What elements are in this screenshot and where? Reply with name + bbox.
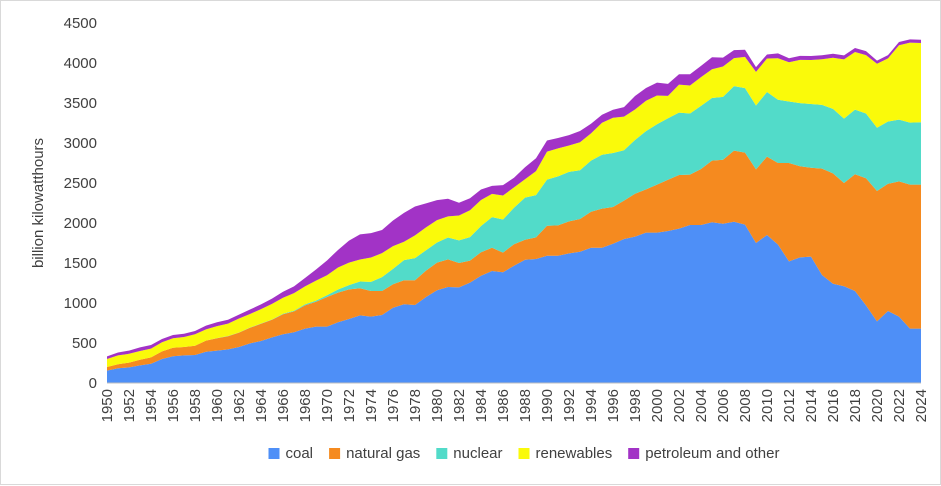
area-natural-gas	[107, 150, 921, 371]
area-petroleum-and-other	[107, 39, 921, 360]
y-axis-label: billion kilowatthours	[30, 138, 47, 268]
x-tick-label: 1962	[231, 389, 248, 422]
x-tick-label: 1950	[99, 389, 116, 422]
x-tick-label: 1976	[385, 389, 402, 422]
y-tick-label: 2000	[64, 215, 97, 232]
x-tick-label: 2024	[913, 389, 930, 422]
area-renewables	[107, 42, 921, 367]
legend: coal natural gas nuclear renewables petroleu…	[268, 445, 779, 462]
x-tick-label: 2022	[891, 389, 908, 422]
x-tick-label: 1960	[209, 389, 226, 422]
x-tick-label: 2004	[693, 389, 710, 422]
legend-label-nuclear: nuclear	[453, 445, 502, 462]
x-tick-label: 1998	[627, 389, 644, 422]
x-tick-label: 1992	[561, 389, 578, 422]
x-tick-label: 2006	[715, 389, 732, 422]
series-areas	[107, 39, 921, 383]
legend-swatch-renewables	[518, 448, 530, 459]
x-tick-label: 2010	[759, 389, 776, 422]
legend-label-natural-gas: natural gas	[346, 445, 420, 462]
y-tick-label: 3500	[64, 95, 97, 112]
y-tick-label: 4000	[64, 55, 97, 72]
x-tick-label: 1966	[275, 389, 292, 422]
y-tick-label: 1500	[64, 255, 97, 272]
x-tick-label: 1954	[143, 389, 160, 422]
legend-swatch-natural-gas	[329, 448, 341, 459]
x-tick-label: 2018	[847, 389, 864, 422]
legend-swatch-coal	[268, 448, 280, 459]
x-tick-label: 2002	[671, 389, 688, 422]
legend-swatch-petroleum-and-other	[628, 448, 640, 459]
area-nuclear	[107, 86, 921, 368]
y-tick-label: 3000	[64, 135, 97, 152]
x-tick-label: 1974	[363, 389, 380, 422]
x-tick-label: 1956	[165, 389, 182, 422]
x-tick-label: 1970	[319, 389, 336, 422]
y-axis-ticks: 0 500 1000 1500 2000 2500 3000 3500 4000 4500	[64, 15, 97, 392]
x-tick-label: 2014	[803, 389, 820, 422]
x-tick-label: 1980	[429, 389, 446, 422]
x-tick-label: 1994	[583, 389, 600, 422]
x-axis-ticks: 1950 1952 1954 1956 1958 1960 1962 1964 1966 1968…	[99, 389, 930, 422]
legend-label-petroleum-and-other: petroleum and other	[645, 445, 779, 462]
area-coal	[107, 221, 921, 383]
x-tick-label: 2008	[737, 389, 754, 422]
x-tick-label: 2020	[869, 389, 886, 422]
y-tick-label: 500	[72, 335, 97, 352]
y-tick-label: 0	[89, 375, 97, 392]
x-tick-label: 1996	[605, 389, 622, 422]
x-tick-label: 1968	[297, 389, 314, 422]
legend-swatch-nuclear	[436, 448, 448, 459]
x-tick-label: 1988	[517, 389, 534, 422]
y-tick-label: 4500	[64, 15, 97, 32]
y-tick-label: 2500	[64, 175, 97, 192]
y-tick-label: 1000	[64, 295, 97, 312]
x-tick-label: 2012	[781, 389, 798, 422]
x-tick-label: 1952	[121, 389, 138, 422]
x-tick-label: 2000	[649, 389, 666, 422]
legend-label-coal: coal	[286, 445, 314, 462]
x-tick-label: 2016	[825, 389, 842, 422]
x-tick-label: 1986	[495, 389, 512, 422]
x-tick-label: 1958	[187, 389, 204, 422]
x-tick-label: 1984	[473, 389, 490, 422]
legend-label-renewables: renewables	[536, 445, 613, 462]
x-tick-label: 1972	[341, 389, 358, 422]
x-tick-label: 1978	[407, 389, 424, 422]
x-tick-label: 1982	[451, 389, 468, 422]
x-tick-label: 1990	[539, 389, 556, 422]
x-tick-label: 1964	[253, 389, 270, 422]
